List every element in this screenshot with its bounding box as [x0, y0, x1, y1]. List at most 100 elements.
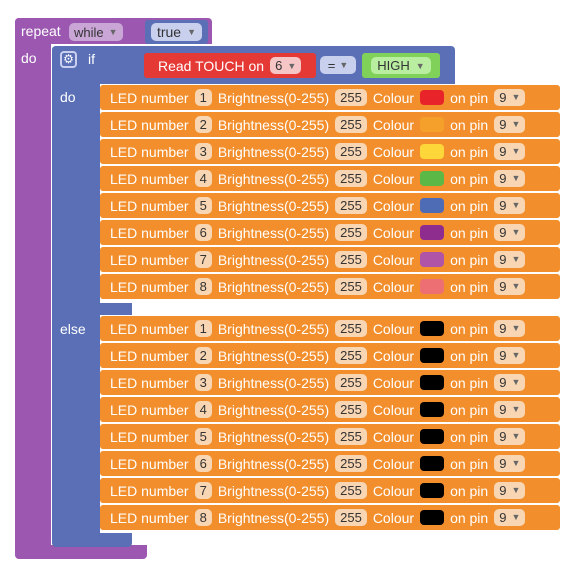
- brightness-input[interactable]: 255: [335, 170, 367, 187]
- read-touch-block[interactable]: Read TOUCH on 6 ▼: [144, 53, 316, 78]
- led-number-label: LED number: [110, 251, 189, 268]
- pin-dropdown[interactable]: 9 ▼: [494, 428, 526, 445]
- do-led-block-8[interactable]: LED number 8 Brightness(0-255) 255 Colou…: [100, 274, 560, 299]
- colour-swatch[interactable]: [420, 321, 445, 336]
- brightness-input[interactable]: 255: [335, 89, 367, 106]
- colour-swatch[interactable]: [420, 510, 445, 525]
- colour-swatch[interactable]: [420, 252, 445, 267]
- brightness-input[interactable]: 255: [335, 320, 367, 337]
- brightness-input[interactable]: 255: [335, 143, 367, 160]
- brightness-input[interactable]: 255: [335, 197, 367, 214]
- brightness-input[interactable]: 255: [335, 347, 367, 364]
- brightness-input[interactable]: 255: [335, 251, 367, 268]
- pin-dropdown[interactable]: 9 ▼: [494, 116, 526, 133]
- led-number-input[interactable]: 5: [194, 428, 212, 445]
- do-led-block-2[interactable]: LED number 2 Brightness(0-255) 255 Colou…: [100, 112, 560, 137]
- brightness-input[interactable]: 255: [335, 116, 367, 133]
- true-block[interactable]: true ▼: [145, 20, 208, 44]
- gear-icon[interactable]: ⚙: [60, 51, 77, 68]
- brightness-input[interactable]: 255: [335, 455, 367, 472]
- pin-dropdown[interactable]: 9 ▼: [494, 170, 526, 187]
- dropdown-arrow-icon: ▼: [511, 146, 521, 156]
- led-number-input[interactable]: 6: [194, 455, 212, 472]
- brightness-input[interactable]: 255: [335, 224, 367, 241]
- pin-dropdown[interactable]: 9 ▼: [494, 251, 526, 268]
- led-number-input[interactable]: 4: [194, 170, 212, 187]
- colour-swatch[interactable]: [420, 279, 445, 294]
- on-pin-label: on pin: [450, 278, 489, 295]
- do-led-block-3[interactable]: LED number 3 Brightness(0-255) 255 Colou…: [100, 139, 560, 164]
- touch-pin-dropdown[interactable]: 6 ▼: [270, 57, 302, 74]
- brightness-input[interactable]: 255: [335, 428, 367, 445]
- led-number-input[interactable]: 3: [194, 143, 212, 160]
- pin-dropdown[interactable]: 9 ▼: [494, 278, 526, 295]
- colour-swatch[interactable]: [420, 171, 445, 186]
- brightness-label: Brightness(0-255): [217, 428, 330, 445]
- on-pin-label: on pin: [450, 482, 489, 499]
- led-number-input[interactable]: 2: [194, 116, 212, 133]
- colour-swatch[interactable]: [420, 198, 445, 213]
- else-led-block-6[interactable]: LED number 6 Brightness(0-255) 255 Colou…: [100, 451, 560, 476]
- led-number-input[interactable]: 3: [194, 374, 212, 391]
- colour-swatch[interactable]: [420, 456, 445, 471]
- else-led-block-1[interactable]: LED number 1 Brightness(0-255) 255 Colou…: [100, 316, 560, 341]
- led-number-input[interactable]: 2: [194, 347, 212, 364]
- else-led-block-7[interactable]: LED number 7 Brightness(0-255) 255 Colou…: [100, 478, 560, 503]
- pin-dropdown[interactable]: 9 ▼: [494, 455, 526, 472]
- repeat-while-block[interactable]: [15, 18, 51, 558]
- colour-swatch[interactable]: [420, 90, 445, 105]
- if-else-block[interactable]: [52, 46, 100, 546]
- pin-dropdown[interactable]: 9 ▼: [494, 197, 526, 214]
- brightness-input[interactable]: 255: [335, 278, 367, 295]
- pin-dropdown[interactable]: 9 ▼: [494, 347, 526, 364]
- else-led-block-8[interactable]: LED number 8 Brightness(0-255) 255 Colou…: [100, 505, 560, 530]
- else-led-block-5[interactable]: LED number 5 Brightness(0-255) 255 Colou…: [100, 424, 560, 449]
- brightness-input[interactable]: 255: [335, 482, 367, 499]
- led-number-input[interactable]: 4: [194, 401, 212, 418]
- repeat-mode-dropdown[interactable]: while ▼: [69, 23, 123, 41]
- led-number-label: LED number: [110, 428, 189, 445]
- operator-dropdown[interactable]: = ▼: [320, 56, 356, 74]
- else-led-block-4[interactable]: LED number 4 Brightness(0-255) 255 Colou…: [100, 397, 560, 422]
- do-led-block-1[interactable]: LED number 1 Brightness(0-255) 255 Colou…: [100, 85, 560, 110]
- else-led-block-2[interactable]: LED number 2 Brightness(0-255) 255 Colou…: [100, 343, 560, 368]
- colour-swatch[interactable]: [420, 117, 445, 132]
- high-dropdown[interactable]: HIGH ▼: [371, 57, 431, 74]
- pin-dropdown[interactable]: 9 ▼: [494, 509, 526, 526]
- do-led-block-5[interactable]: LED number 5 Brightness(0-255) 255 Colou…: [100, 193, 560, 218]
- led-number-input[interactable]: 8: [194, 509, 212, 526]
- pin-dropdown[interactable]: 9 ▼: [494, 401, 526, 418]
- pin-dropdown[interactable]: 9 ▼: [494, 224, 526, 241]
- else-led-block-3[interactable]: LED number 3 Brightness(0-255) 255 Colou…: [100, 370, 560, 395]
- do-led-block-6[interactable]: LED number 6 Brightness(0-255) 255 Colou…: [100, 220, 560, 245]
- pin-dropdown[interactable]: 9 ▼: [494, 374, 526, 391]
- pin-dropdown[interactable]: 9 ▼: [494, 482, 526, 499]
- led-number-input[interactable]: 7: [194, 251, 212, 268]
- led-number-label: LED number: [110, 374, 189, 391]
- colour-swatch[interactable]: [420, 402, 445, 417]
- led-number-input[interactable]: 8: [194, 278, 212, 295]
- dropdown-arrow-icon: ▼: [511, 119, 521, 129]
- do-led-block-4[interactable]: LED number 4 Brightness(0-255) 255 Colou…: [100, 166, 560, 191]
- high-block[interactable]: HIGH ▼: [362, 53, 440, 78]
- pin-dropdown[interactable]: 9 ▼: [494, 89, 526, 106]
- colour-swatch[interactable]: [420, 483, 445, 498]
- do-led-block-7[interactable]: LED number 7 Brightness(0-255) 255 Colou…: [100, 247, 560, 272]
- brightness-input[interactable]: 255: [335, 401, 367, 418]
- led-number-input[interactable]: 1: [194, 320, 212, 337]
- colour-swatch[interactable]: [420, 144, 445, 159]
- led-number-input[interactable]: 7: [194, 482, 212, 499]
- colour-swatch[interactable]: [420, 429, 445, 444]
- colour-swatch[interactable]: [420, 225, 445, 240]
- colour-swatch[interactable]: [420, 375, 445, 390]
- led-number-input[interactable]: 6: [194, 224, 212, 241]
- brightness-input[interactable]: 255: [335, 374, 367, 391]
- pin-dropdown[interactable]: 9 ▼: [494, 143, 526, 160]
- pin-value: 9: [499, 225, 507, 240]
- led-number-input[interactable]: 5: [194, 197, 212, 214]
- brightness-input[interactable]: 255: [335, 509, 367, 526]
- true-dropdown[interactable]: true ▼: [150, 23, 203, 41]
- pin-dropdown[interactable]: 9 ▼: [494, 320, 526, 337]
- colour-swatch[interactable]: [420, 348, 445, 363]
- led-number-input[interactable]: 1: [194, 89, 212, 106]
